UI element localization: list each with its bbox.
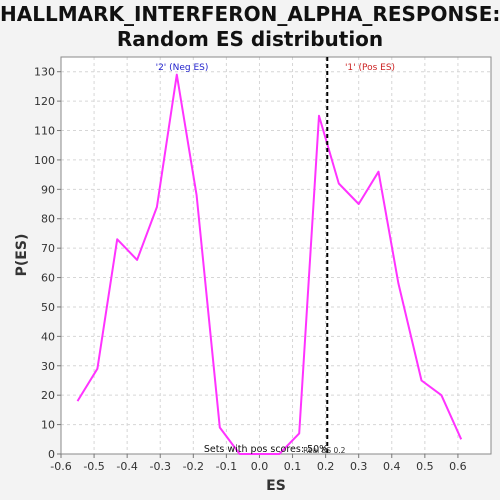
y-axis-label: P(ES): [14, 234, 30, 277]
y-tick-label: 100: [34, 154, 55, 167]
y-tick-label: 0: [48, 448, 55, 461]
x-tick-label: -0.4: [116, 460, 137, 473]
y-tick-label: 80: [41, 213, 55, 226]
x-tick-label: -0.5: [83, 460, 104, 473]
x-tick-label: 0.1: [284, 460, 302, 473]
y-tick-label: 30: [41, 360, 55, 373]
y-tick-label: 50: [41, 301, 55, 314]
plot-area: [61, 57, 491, 454]
y-tick-label: 90: [41, 183, 55, 196]
y-tick-label: 70: [41, 242, 55, 255]
neg-es-label: '2' (Neg ES): [156, 63, 209, 73]
series: [76, 73, 463, 455]
x-axis-ticks: -0.6 -0.5 -0.4 -0.3 -0.2 -0.1 0.0 0.1 0.2 0.3 0.4 0…: [50, 454, 467, 473]
x-tick-label: -0.6: [50, 460, 71, 473]
y-tick-label: 20: [41, 389, 55, 402]
grid: [60, 57, 491, 455]
y-tick-label: 120: [34, 95, 55, 108]
x-tick-label: -0.1: [216, 460, 237, 473]
y-tick-label: 60: [41, 272, 55, 285]
x-tick-label: 0.3: [350, 460, 368, 473]
markers: Real ES 0.2: [303, 57, 346, 455]
pos-scores-text: Sets with pos scores: 50%: [204, 444, 328, 455]
y-tick-label: 110: [34, 125, 55, 138]
x-tick-label: -0.3: [149, 460, 170, 473]
y-tick-label: 10: [41, 419, 55, 432]
y-axis-ticks: 0 10 20 30 40 50 60 70 80 90 100 110 120 130: [34, 66, 61, 461]
pos-es-label: '1' (Pos ES): [345, 63, 395, 73]
x-tick-label: 0.5: [416, 460, 434, 473]
y-tick-label: 40: [41, 330, 55, 343]
real-es-marker-label: Real ES 0.2: [303, 446, 346, 455]
x-tick-label: 0.4: [383, 460, 401, 473]
x-tick-label: 0.0: [251, 460, 269, 473]
chart-title: HALLMARK_INTERFERON_ALPHA_RESPONSE:: [0, 2, 500, 26]
es-distribution-line: [76, 73, 463, 455]
y-tick-label: 130: [34, 66, 55, 79]
x-tick-label: 0.2: [317, 460, 335, 473]
chart-subtitle: Random ES distribution: [116, 27, 384, 51]
x-tick-label: -0.2: [183, 460, 204, 473]
x-tick-label: 0.6: [449, 460, 467, 473]
x-axis-label: ES: [266, 478, 286, 494]
